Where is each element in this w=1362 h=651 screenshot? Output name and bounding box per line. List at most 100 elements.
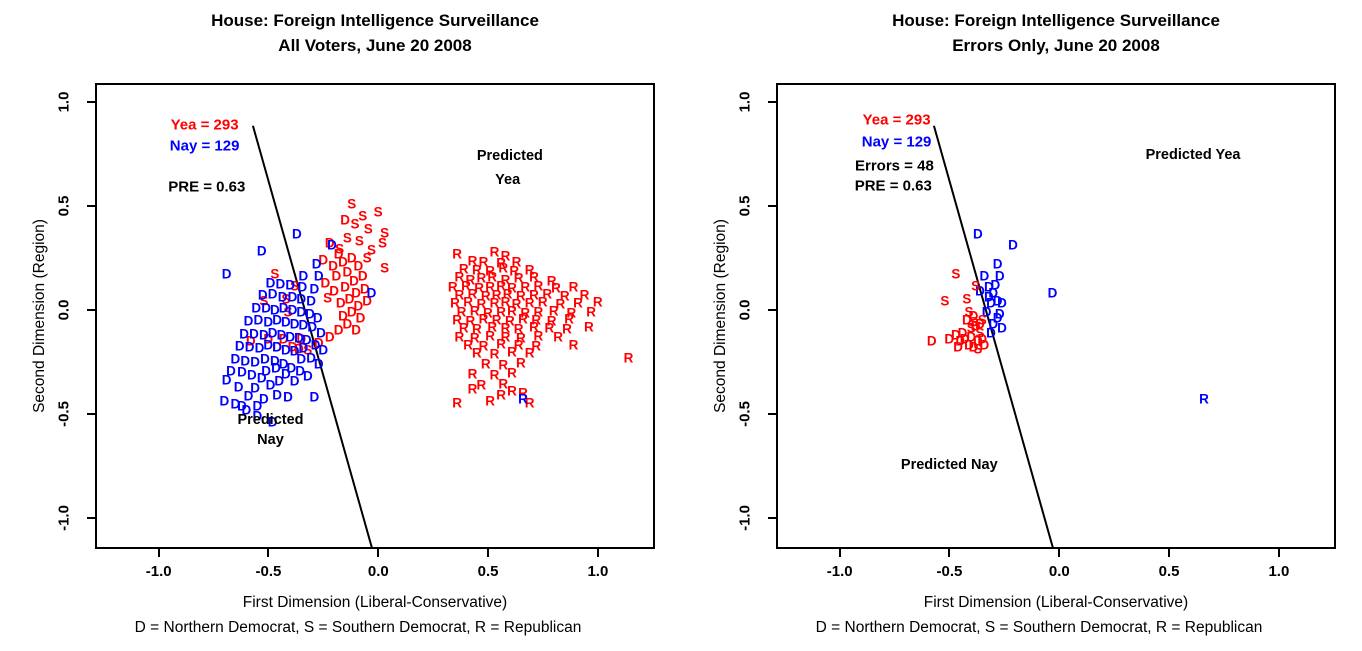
data-point: D (278, 331, 289, 347)
data-point: D (298, 317, 309, 333)
data-point: R (531, 312, 542, 328)
data-point: D (280, 314, 291, 330)
data-point: R (487, 319, 498, 335)
data-point: D (340, 279, 351, 295)
y-tick-mark (768, 204, 776, 207)
data-point: D (298, 268, 309, 284)
data-point: D (953, 339, 963, 355)
data-point: D (245, 333, 256, 349)
data-point: R (480, 356, 491, 372)
data-point: D (260, 351, 270, 367)
panel-all-voters: House: Foreign Intelligence Surveillance… (31, 11, 655, 636)
data-point: D (309, 281, 320, 297)
data-point: D (968, 339, 979, 355)
data-point: R (524, 395, 535, 411)
data-point: D (951, 327, 961, 343)
data-point: D (324, 329, 335, 345)
data-point: D (277, 289, 288, 305)
x-tick-label: 0.0 (1048, 563, 1070, 580)
x-tick-mark (596, 549, 599, 557)
data-point: D (257, 287, 268, 303)
data-point: S (323, 290, 333, 306)
data-point: D (327, 237, 337, 253)
data-point: R (458, 261, 469, 277)
data-point: D (243, 313, 254, 329)
data-point: S (259, 293, 269, 309)
data-point: R (454, 287, 465, 303)
data-point: D (302, 368, 313, 384)
y-tick-mark (768, 516, 776, 519)
x-axis-label: First Dimension (Liberal-Conservative) (923, 594, 1189, 611)
data-point: D (251, 300, 262, 316)
data-point: R (507, 365, 517, 381)
data-point: R (544, 320, 555, 336)
chart-title-right: House: Foreign Intelligence Surveillance… (776, 8, 1336, 58)
stat-line: Errors = 48 (854, 157, 934, 175)
region-annotation: Predicted (476, 147, 543, 164)
data-point: R (476, 270, 487, 286)
data-point: D (335, 295, 346, 311)
data-point: D (246, 367, 257, 383)
data-point: D (338, 254, 348, 270)
data-point: R (513, 321, 524, 337)
data-point: D (221, 266, 232, 282)
data-point: R (485, 393, 495, 409)
data-point: D (272, 339, 282, 355)
data-point: R (485, 279, 495, 295)
data-point: R (489, 367, 500, 383)
data-point: R (518, 385, 528, 401)
y-tick-label: 0.0 (55, 299, 73, 321)
data-point: D (309, 389, 320, 405)
data-point: D (250, 380, 260, 396)
data-point: D (226, 363, 236, 379)
data-point: D (342, 264, 353, 280)
data-point: R (529, 287, 539, 303)
data-point: D (970, 318, 981, 334)
data-point: D (994, 306, 1005, 322)
data-point: D (1047, 285, 1058, 301)
data-point: R (454, 269, 465, 285)
data-point: R (478, 311, 489, 327)
data-point: D (270, 302, 280, 318)
data-point: S (973, 341, 983, 357)
data-point: D (221, 372, 232, 388)
data-point: D (353, 298, 364, 314)
data-point: R (463, 294, 473, 310)
data-point: S (270, 266, 280, 282)
data-point: D (342, 316, 353, 332)
x-tick-mark (377, 549, 380, 557)
data-point: R (584, 319, 594, 335)
stat-line: PRE = 0.63 (854, 177, 932, 195)
x-tick-mark (948, 549, 951, 557)
data-point: R (500, 294, 511, 310)
data-point: R (546, 273, 557, 289)
y-tick-mark (87, 100, 95, 103)
data-point: D (979, 268, 990, 284)
data-point: R (518, 391, 528, 407)
data-point: D (298, 340, 309, 356)
data-point: R (500, 272, 511, 287)
data-point: D (296, 331, 307, 347)
data-point: D (351, 285, 361, 301)
x-tick-mark (157, 549, 160, 557)
data-point: D (972, 333, 983, 349)
data-point: S (303, 342, 313, 358)
data-point: R (579, 287, 590, 303)
data-point: R (454, 329, 465, 345)
data-point: R (456, 304, 467, 320)
data-point: R (467, 253, 478, 269)
data-point: D (263, 314, 274, 330)
data-point: R (566, 305, 577, 321)
data-point: S (281, 291, 291, 307)
data-point: D (313, 335, 324, 351)
y-tick-mark (768, 412, 776, 415)
data-point: S (350, 216, 360, 232)
stat-line: Yea = 293 (862, 111, 931, 129)
data-point: D (263, 331, 274, 347)
data-point: D (986, 295, 996, 311)
data-point: S (380, 260, 390, 276)
data-point: R (533, 278, 544, 294)
data-point: S (964, 304, 974, 320)
data-point: R (531, 338, 542, 354)
data-point: D (291, 226, 302, 242)
